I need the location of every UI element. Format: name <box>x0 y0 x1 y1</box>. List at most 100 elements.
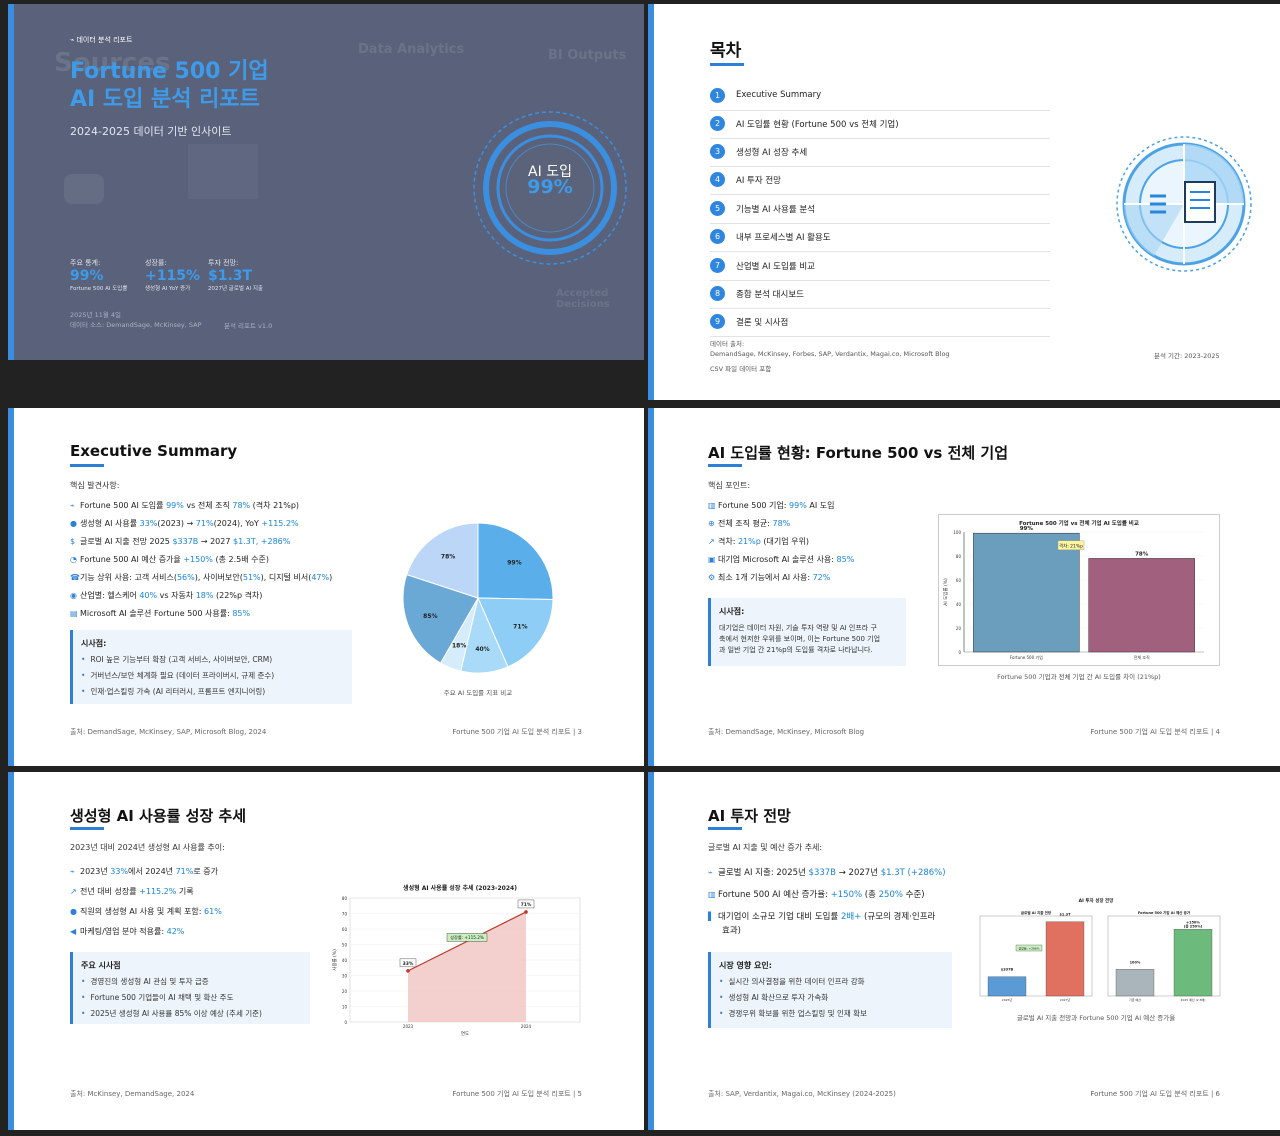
bg-diagram-shape <box>188 144 258 199</box>
stat-block: 투자 전망: $1.3T 2027년 글로벌 AI 지출 <box>208 259 263 292</box>
bullet-item: ◉ 산업별: 헬스케어 40% vs 자동차 18% (22%p 격차) <box>70 591 263 600</box>
bullet-item: ▣ 대기업 Microsoft AI 솔루션 사용: 85% <box>708 555 855 564</box>
toc-item[interactable]: 9 결론 및 시사점 <box>710 309 1050 337</box>
megaphone-icon: ◀ <box>70 927 77 936</box>
y-tick-label: 0 <box>958 650 961 655</box>
pie-slice-label: 18% <box>452 642 466 649</box>
bg-word: Accepted Decisions <box>556 288 610 310</box>
toc-item[interactable]: 1 Executive Summary <box>710 83 1050 111</box>
x-tick-label: Fortune 500 기업 <box>1010 654 1043 660</box>
toc-item[interactable]: 7 산업별 AI 도입률 비교 <box>710 253 1050 281</box>
pie-slice-label: 85% <box>423 613 437 620</box>
toc-item[interactable]: 4 AI 투자 전망 <box>710 167 1050 195</box>
slide-3-executive-summary[interactable]: Executive Summary 핵심 발견사항: ⌁ Fortune 500 … <box>8 408 644 766</box>
pie-slice-label: 99% <box>507 559 521 566</box>
intro-text: 핵심 포인트: <box>708 481 751 490</box>
insight-item: 인재·업스킬링 가속 (AI 리터러시, 프롬프트 엔지니어링) <box>81 686 352 697</box>
insight-item: Fortune 500 기업들이 AI 채택 및 확산 주도 <box>81 992 310 1003</box>
y-tick-label: 80 <box>342 896 348 901</box>
pie-slice-label: 40% <box>475 646 489 653</box>
toc-item[interactable]: 2 AI 도입률 현황 (Fortune 500 vs 전체 기업) <box>710 111 1050 139</box>
x-axis-label: 연도 <box>461 1030 469 1037</box>
panel-title: 글로벌 AI 지출 전망 <box>1021 910 1052 915</box>
insight-item: 실시간 의사결정을 위한 데이터 인프라 강화 <box>719 976 952 987</box>
industry-icon: ◉ <box>70 591 77 600</box>
ring-label: AI 도입 <box>528 164 572 180</box>
target-document-icon <box>1116 136 1252 272</box>
toc-item[interactable]: 6 내부 프로세스별 AI 활용도 <box>710 224 1050 252</box>
bullet-item: ☎기능 상위 사용: 고객 서비스(56%), 사이버보안(51%), 디지털 … <box>70 573 333 582</box>
footer-page: Fortune 500 기업 AI 도입 분석 리포트 | 6 <box>1090 1090 1220 1098</box>
x-tick-label: 2025년 <box>1002 997 1013 1002</box>
gap-annotation: 격차: 21%p <box>1059 542 1083 549</box>
bullet-item: ⊕ 전체 조직 평균: 78% <box>708 519 791 528</box>
analysis-period: 분석 기간: 2023-2025 <box>1154 352 1220 360</box>
y-tick-label: 70 <box>342 912 348 917</box>
title-underline <box>70 827 104 830</box>
bar-value-label: 78% <box>1135 551 1149 557</box>
slide-title: AI 도입률 현황: Fortune 500 vs 전체 기업 <box>708 444 1009 462</box>
bar <box>1045 921 1085 997</box>
insight-item: 경영진의 생성형 AI 관심 및 투자 급증 <box>81 976 310 987</box>
toc-sources: 데이터 출처: DemandSage, McKinsey, Forbes, SA… <box>710 340 950 358</box>
chart-caption: Fortune 500 기업과 전체 기업 간 AI 도입률 차이 (21%p) <box>997 673 1161 681</box>
toc-item[interactable]: 3 생성형 AI 성장 추세 <box>710 139 1050 167</box>
ring-value: 99% <box>527 176 573 198</box>
slide-6-investment[interactable]: AI 투자 전망 글로벌 AI 지출 및 예산 증가 추세: ⌁ 글로벌 AI 지… <box>648 772 1280 1130</box>
bar <box>987 976 1027 997</box>
growth-annotation-box <box>446 933 488 942</box>
slide-1-title[interactable]: Sources Data Analytics BI Outputs Accept… <box>8 4 644 360</box>
toc-item[interactable]: 8 종합 분석 대시보드 <box>710 281 1050 309</box>
users-icon: ● <box>70 907 77 916</box>
y-tick-label: 80 <box>956 554 962 559</box>
area-chart: 생성형 AI 사용률 성장 추세 (2023-2024) 0 10 20 30 40 50 6… <box>331 884 581 1037</box>
y-tick-label: 100 <box>953 530 961 535</box>
x-tick-label: 2025 예산 (2.5배) <box>1181 997 1206 1002</box>
slide-accent-bar <box>648 772 654 1130</box>
toc-item[interactable]: 5 기능별 AI 사용률 분석 <box>710 196 1050 224</box>
y-tick-label: 10 <box>342 1005 348 1010</box>
line-chart-icon: ⌁ <box>70 501 75 510</box>
slide-2-toc[interactable]: 목차 1 Executive Summary 2 AI 도입률 현황 (Fortun… <box>648 4 1280 400</box>
slide-5-genai-growth[interactable]: 생성형 AI 사용률 성장 추세 2023년 대비 2024년 생성형 AI 사… <box>8 772 644 1130</box>
building-icon: ▥ <box>708 501 716 510</box>
y-tick-label: 60 <box>342 927 348 932</box>
pie-slice-label: 71% <box>513 623 527 630</box>
x-tick-label: 2024 <box>521 1024 532 1029</box>
slide-accent-bar <box>648 408 654 766</box>
pie-slice <box>477 522 554 601</box>
bullet-item: ◔ Fortune 500 AI 예산 증가율 +150% (총 2.5배 수준) <box>70 555 269 564</box>
bar-value-label: $1.3T <box>1059 913 1071 917</box>
bullet-item: ⌁ Fortune 500 AI 도입률 99% vs 전체 조직 78% (격차… <box>70 501 300 510</box>
bar-value-label: $337B <box>1001 968 1014 972</box>
footer-source: 출처: DemandSage, McKinsey, SAP, Microsoft… <box>70 728 267 736</box>
windows-icon: ▣ <box>708 555 716 564</box>
x-tick-label: 기존 예산 <box>1129 997 1141 1002</box>
chart-title: 생성형 AI 사용률 성장 추세 (2023-2024) <box>403 884 517 892</box>
bar <box>973 532 1080 653</box>
report-version: 분석 리포트 v1.0 <box>224 322 273 330</box>
dollar-icon: $ <box>70 537 76 546</box>
insight-box: 시사점: ROI 높은 기능부터 확장 (고객 서비스, 사이버보안, CRM)… <box>70 630 352 704</box>
y-tick-label: 50 <box>342 943 348 948</box>
insight-box: 주요 시사점 경영진의 생성형 AI 관심 및 투자 급증 Fortune 50… <box>70 952 310 1024</box>
insight-item: 경쟁우위 확보를 위한 업스킬링 및 인재 확보 <box>719 1008 952 1019</box>
title-underline <box>70 464 104 467</box>
headset-icon: ☎ <box>70 573 80 582</box>
insight-item: ROI 높은 기능부터 확장 (고객 서비스, 사이버보안, CRM) <box>81 654 352 665</box>
gap-annotation-box <box>1057 540 1085 550</box>
slide-title: Executive Summary <box>70 442 238 460</box>
report-tag: ⌁ 데이터 분석 리포트 <box>70 36 133 44</box>
bullet-item: ▥ Fortune 500 AI 예산 증가율: +150% (총 250% 수준… <box>708 890 925 900</box>
bullet-item: ▤ Microsoft AI 솔루션 Fortune 500 사용률: 85% <box>70 609 251 618</box>
y-axis-label: AI 도입률 (%) <box>942 578 949 606</box>
slide-4-adoption[interactable]: AI 도입률 현황: Fortune 500 vs 전체 기업 핵심 포인트: … <box>648 408 1280 766</box>
slide-title: AI 투자 전망 <box>708 807 791 825</box>
slide-title: 목차 <box>710 41 742 61</box>
bullet-item: ↗ 격차: 21%p (대기업 우위) <box>708 537 809 546</box>
x-tick-label: 전체 조직 <box>1134 654 1150 660</box>
data-label: 71% <box>521 902 532 908</box>
footer-source: 출처: SAP, Verdantix, Magai.co, McKinsey (… <box>708 1090 896 1098</box>
y-tick-label: 40 <box>342 958 348 963</box>
bullet-item: ↗ 전년 대비 성장률 +115.2% 기록 <box>70 887 194 896</box>
